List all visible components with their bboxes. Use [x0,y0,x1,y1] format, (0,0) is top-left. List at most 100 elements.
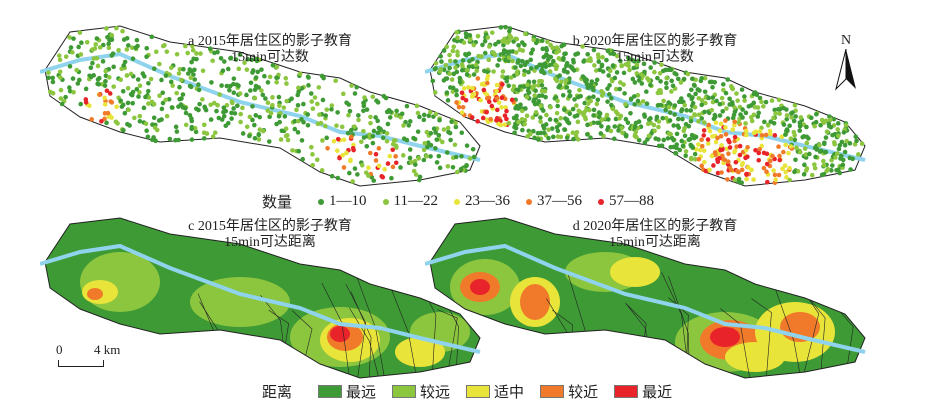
settlement-point [512,124,517,130]
settlement-point [163,73,169,78]
settlement-point [373,158,379,163]
settlement-point [821,158,826,164]
settlement-point [132,115,137,121]
settlement-point [619,63,625,68]
settlement-point [523,106,528,111]
settlement-point [518,63,524,69]
settlement-point [626,60,631,66]
settlement-point [632,80,638,85]
settlement-point [664,85,669,90]
settlement-point [169,105,175,110]
settlement-point [599,93,605,98]
settlement-point [274,64,280,70]
settlement-point [335,175,341,181]
settlement-point [118,77,124,83]
legend-swatch [466,385,491,398]
settlement-point [500,74,505,79]
settlement-point [301,101,306,107]
settlement-point [784,113,790,118]
settlement-point [137,90,142,95]
settlement-point [727,96,732,102]
settlement-point [469,115,475,120]
settlement-point [274,75,279,80]
settlement-point [781,149,786,155]
settlement-point [636,78,642,83]
settlement-point [506,83,511,89]
settlement-point [387,153,393,159]
settlement-point [349,83,354,88]
settlement-point [97,45,103,50]
settlement-point [543,94,548,100]
settlement-point [710,95,716,100]
settlement-point [644,89,649,94]
settlement-point [424,153,429,159]
settlement-point [500,51,506,56]
settlement-point [422,141,428,146]
settlement-point [347,170,352,176]
settlement-point [835,121,841,126]
panel-d-title: d 2020年居住区的影子教育 15min可达距离 [572,219,738,250]
settlement-point [540,108,546,113]
settlement-point [531,128,536,134]
settlement-point [424,129,430,135]
settlement-point [675,123,681,128]
settlement-point [481,87,487,93]
settlement-point [159,106,165,112]
settlement-point [94,36,100,41]
settlement-point [459,154,464,159]
settlement-point [740,107,745,112]
settlement-point [464,72,470,77]
settlement-point [720,82,726,87]
settlement-point [262,73,267,79]
settlement-point [719,95,725,101]
settlement-point [565,70,570,75]
settlement-point [236,66,242,72]
settlement-point [653,136,658,141]
settlement-point [461,40,467,45]
settlement-point [591,47,597,53]
settlement-point [634,62,640,68]
settlement-point [787,165,792,171]
settlement-point [211,100,217,106]
settlement-point [804,124,809,130]
settlement-point [749,167,754,173]
settlement-point [428,142,434,148]
settlement-point [382,167,387,172]
settlement-point [636,58,641,64]
settlement-point [454,88,459,93]
settlement-point [765,123,771,128]
settlement-point [189,59,194,65]
settlement-point [828,124,834,130]
settlement-point [645,121,651,127]
settlement-point [452,37,457,43]
settlement-point [776,144,781,149]
settlement-point [459,90,465,96]
settlement-point [356,113,361,118]
settlement-point [596,110,602,115]
settlement-point [679,107,685,112]
settlement-point [125,121,130,127]
settlement-point [706,95,712,101]
settlement-point [137,83,143,89]
settlement-point [496,39,501,45]
settlement-point [806,136,811,141]
settlement-point [375,100,381,105]
settlement-point [797,123,803,129]
legend-swatch [392,385,417,398]
settlement-point [57,57,63,63]
settlement-point [384,138,390,144]
settlement-point [63,94,68,100]
settlement-point [453,65,458,70]
settlement-point [543,45,549,51]
settlement-point [121,127,126,133]
settlement-point [771,168,776,173]
settlement-point [784,116,790,122]
settlement-point [348,134,354,140]
settlement-point [164,113,170,119]
settlement-point [616,128,621,133]
settlement-point [618,58,623,64]
settlement-point [768,158,773,164]
settlement-point [509,97,515,103]
settlement-point [840,162,846,168]
settlement-point [415,110,421,116]
